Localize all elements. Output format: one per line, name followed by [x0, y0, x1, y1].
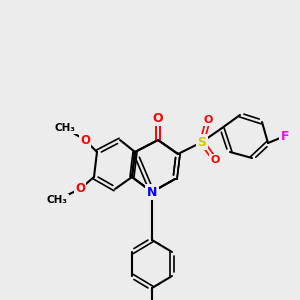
Text: N: N: [147, 185, 157, 199]
Text: CH₃: CH₃: [55, 123, 76, 133]
Text: S: S: [197, 136, 206, 148]
Text: O: O: [75, 182, 85, 196]
Text: O: O: [203, 115, 213, 125]
Text: O: O: [80, 134, 90, 146]
Text: CH₃: CH₃: [46, 195, 68, 205]
Text: F: F: [281, 130, 289, 142]
Text: O: O: [210, 155, 220, 165]
Text: O: O: [153, 112, 163, 124]
